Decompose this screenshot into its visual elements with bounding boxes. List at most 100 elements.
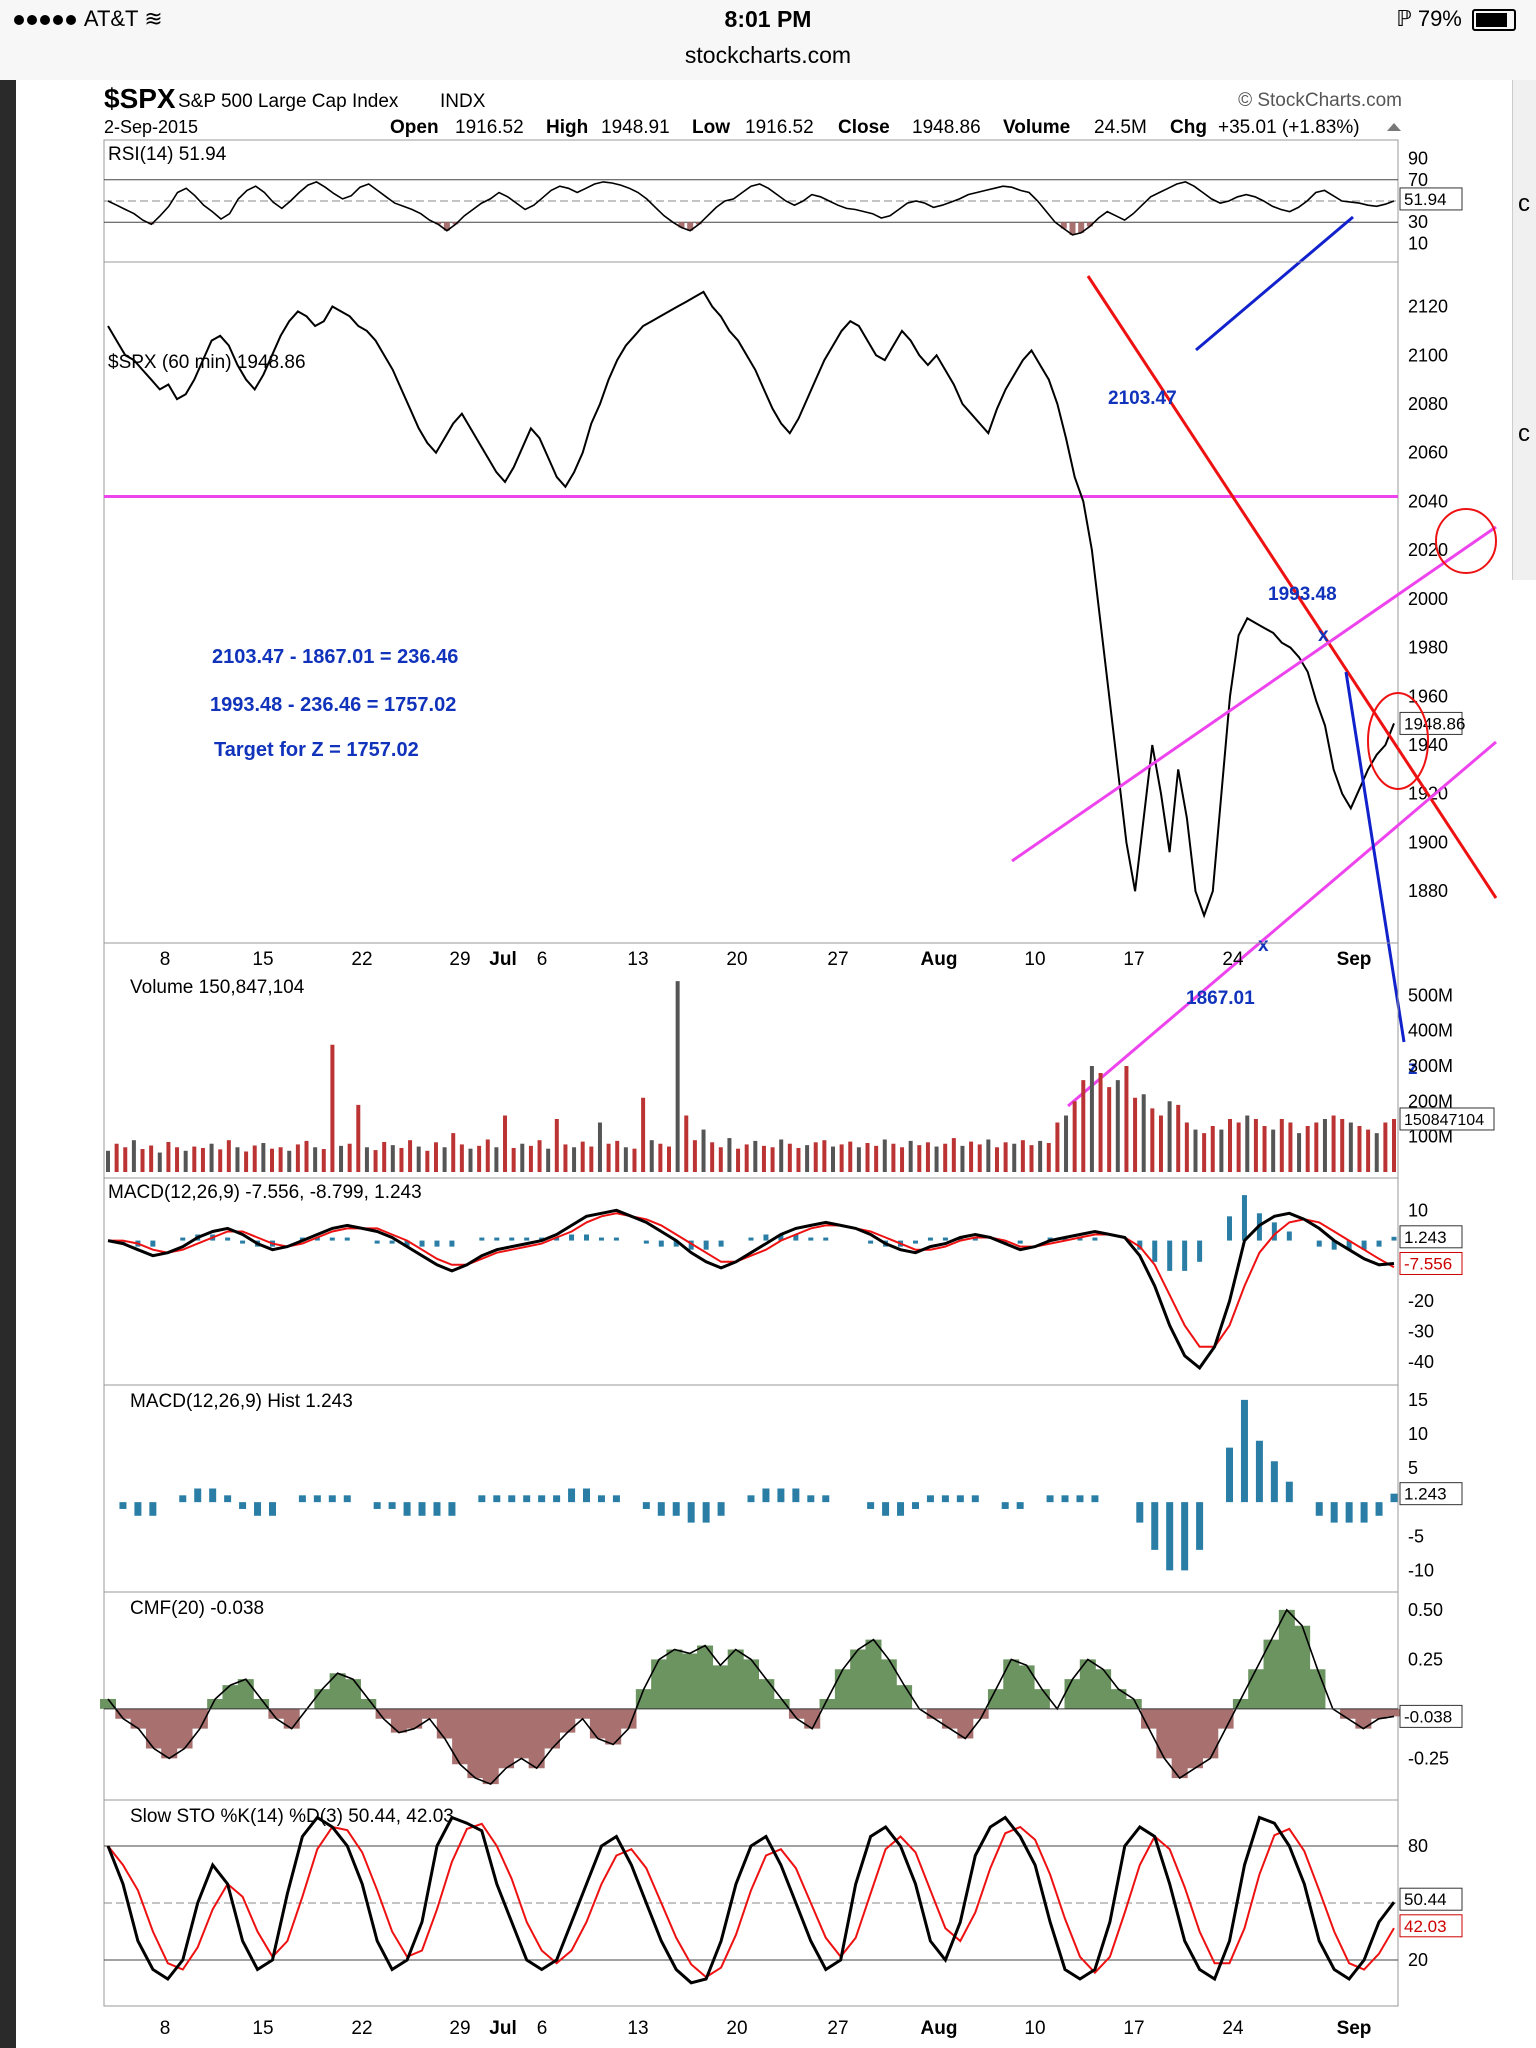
high-label: High [546,117,588,138]
pink-channel-lower [1067,740,1497,1108]
cmf-line [107,1608,1395,1786]
rsi-title: RSI(14) 51.94 [108,144,227,165]
y-tick-label: 1960 [1408,686,1448,706]
x-tick-label: 13 [627,949,648,970]
carrier-label: AT&T [83,6,139,31]
price-annotation: 1867.01 [1186,988,1255,1009]
close-value: 1948.86 [912,117,981,138]
x-tick-label: 22 [351,949,372,970]
red-trendline [1086,275,1498,899]
x-tick-label: 13 [627,2018,648,2039]
sto-k-last-value: 50.44 [1404,1890,1447,1909]
ios-status-bar: AT&T ≋ 8:01 PM ℙ 79% stockcharts.com [0,0,1536,80]
close-label: Close [838,117,890,138]
x-tick-label: 6 [537,949,548,970]
battery-icon [1472,9,1516,32]
y-tick-label: 200M [1408,1091,1453,1111]
y-tick-label: 10 [1408,1200,1428,1220]
carrier-indicator: AT&T ≋ [14,6,163,32]
cmf-title: CMF(20) -0.038 [130,1598,264,1619]
sto-title: Slow STO %K(14) %D(3) 50.44, 42.03 [130,1806,454,1827]
x-tick-label: Sep [1337,949,1372,970]
y-tick-label: 80 [1408,1836,1428,1856]
signal-dots-icon [14,6,79,31]
price-last-value-box [1399,711,1463,735]
hist-title: MACD(12,26,9) Hist 1.243 [130,1391,353,1412]
x-tick-label: Aug [921,949,958,970]
price-annotation: 1993.48 [1268,584,1337,605]
low-label: Low [692,117,730,138]
x-tick-label: 17 [1123,949,1144,970]
right-panel-glyph: c [1518,190,1530,217]
y-tick-label: 70 [1408,170,1428,190]
x-tick-label: 29 [449,949,470,970]
clock: 8:01 PM [724,6,812,32]
panel-macd-frame [103,1177,1399,1386]
symbol: $SPX [104,83,176,114]
pink-channel-upper [1011,525,1497,863]
sto-d-line [107,1822,1395,1979]
x-tick-label: 27 [827,2018,848,2039]
red-circle-marker [1435,508,1497,574]
x-tick-label: Sep [1337,2018,1372,2039]
y-tick-label: 0.50 [1408,1600,1443,1620]
url-bar[interactable]: stockcharts.com [684,42,852,68]
right-side-panel [1512,80,1536,580]
volume-last-value-box [1399,1107,1495,1131]
y-tick-label: 90 [1408,149,1428,169]
index-name: S&P 500 Large Cap Index [178,91,399,112]
exchange: INDX [440,91,486,112]
x-tick-label: 20 [726,949,747,970]
y-tick-label: 20 [1408,1950,1428,1970]
volume-title: Volume 150,847,104 [130,977,305,998]
y-tick-label: 15 [1408,1390,1428,1410]
y-tick-label: 2080 [1408,394,1448,414]
x-tick-label: 10 [1024,949,1045,970]
x-tick-label: 8 [160,2018,171,2039]
chg-value: +35.01 (+1.83%) [1218,117,1360,138]
x-tick-label: 24 [1222,2018,1244,2039]
x-tick-label: 22 [351,2018,372,2039]
brand-logo: © StockCharts.com [1238,90,1402,111]
right-panel-glyph: c [1518,420,1530,447]
x-tick-label: Jul [489,2018,516,2039]
cmf-last-value: -0.038 [1404,1707,1452,1726]
y-tick-label: -20 [1408,1291,1434,1311]
sto-d-last-value: 42.03 [1404,1917,1447,1936]
y-tick-label: 1980 [1408,638,1448,658]
x-tick-label: 20 [726,2018,747,2039]
cmf-last-value-box [1399,1704,1463,1728]
red-circle-marker [1367,692,1429,790]
y-tick-label: -40 [1408,1352,1434,1372]
y-tick-label: 2000 [1408,589,1448,609]
y-tick-label: 500M [1408,985,1453,1005]
macd-signal-line [108,1212,1395,1348]
y-tick-label: -0.25 [1408,1748,1449,1768]
y-tick-label: 2100 [1408,345,1448,365]
x-tick-label: 8 [160,949,171,970]
x-tick-label: 6 [537,2018,548,2039]
x-tick-label: 29 [449,2018,470,2039]
x-tick-label: 24 [1222,949,1244,970]
y-tick-label: 2020 [1408,540,1448,560]
y-tick-label: -30 [1408,1322,1434,1342]
left-edge-strip [0,80,16,2048]
macd-title: MACD(12,26,9) -7.556, -8.799, 1.243 [108,1182,422,1203]
y-tick-label: -10 [1408,1560,1434,1580]
volume-label: Volume [1003,117,1070,138]
x-tick-label: 15 [252,2018,273,2039]
high-value: 1948.91 [601,117,670,138]
sto-k-line [106,1815,1396,1985]
y-tick-label: 1900 [1408,832,1448,852]
macd-last-value-box [1399,1251,1463,1275]
macd-hist-last-value-box [1399,1225,1463,1249]
calculation-annotation: 1993.48 - 236.46 = 1757.02 [210,694,456,716]
y-tick-label: 2120 [1408,297,1448,317]
chevron-up-icon [1387,123,1401,131]
x-tick-label: 17 [1123,2018,1144,2039]
hist-last-value-box [1399,1482,1463,1506]
x-tick-label: 10 [1024,2018,1045,2039]
price-annotation: z [1408,1058,1418,1079]
panel-hist-frame [103,1384,1399,1593]
